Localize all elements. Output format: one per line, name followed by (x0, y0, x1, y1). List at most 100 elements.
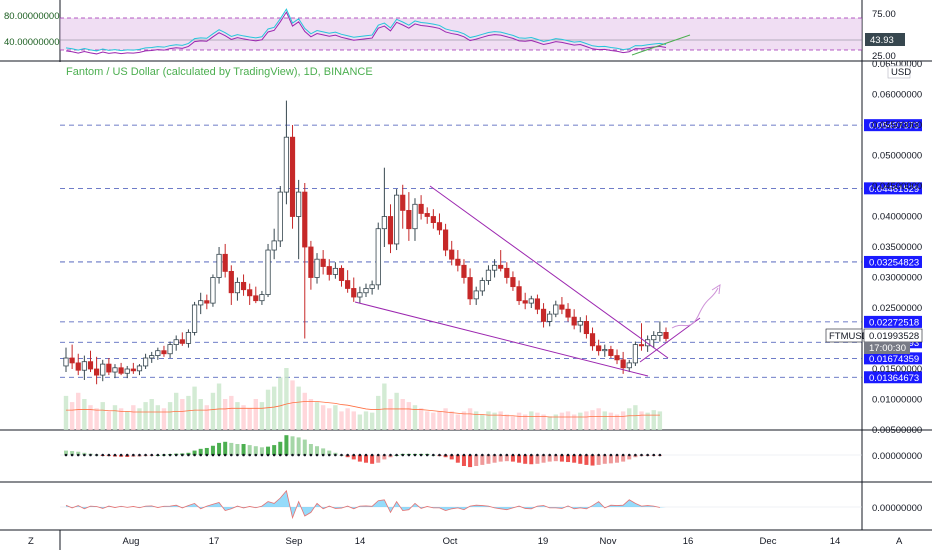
rsi-current-value: 43.93 (870, 35, 894, 46)
macd-dot (413, 453, 417, 457)
volume-bar (143, 402, 148, 430)
macd-dot (230, 453, 233, 457)
volume-bar (620, 411, 626, 430)
volume-bar (602, 411, 607, 430)
volume-bar (357, 414, 363, 430)
candle-body (596, 345, 602, 352)
macd-dot (560, 453, 564, 457)
candle-body (191, 304, 198, 333)
candle-body (504, 267, 510, 278)
candle-body (424, 213, 430, 217)
volume-bar (578, 412, 583, 430)
macd-dot (370, 453, 374, 457)
candle-body (302, 191, 308, 248)
volume-bar (137, 408, 142, 430)
level-badge (864, 352, 922, 365)
candle-body (216, 253, 222, 278)
volume-bar (69, 402, 75, 430)
volume-bar (504, 414, 510, 430)
volume-bar (437, 411, 442, 430)
macd-bar (370, 455, 375, 464)
macd-dot (364, 453, 368, 457)
candle-body (332, 267, 338, 275)
time-tick-label: Oct (443, 536, 458, 547)
macd-bar (217, 442, 222, 455)
macd-dot (278, 453, 282, 457)
candle-body (491, 264, 498, 271)
candle-body (198, 300, 204, 306)
macd-bar (272, 445, 277, 455)
chart-title: Fantom / US Dollar (calculated by Tradin… (66, 66, 373, 78)
macd-dot (70, 453, 74, 457)
volume-bar (369, 412, 375, 430)
candle-body (100, 363, 106, 376)
macd-dot (652, 453, 656, 457)
volume-bar (198, 399, 203, 430)
macd-dot (542, 453, 545, 457)
volume-bar (94, 408, 99, 430)
candle-body (167, 344, 173, 355)
currency-label: USD (891, 67, 911, 78)
macd-bar (351, 455, 356, 460)
macd-dot (627, 453, 631, 457)
volume-bar (480, 414, 485, 430)
macd-dot (119, 453, 123, 457)
volume-bar (388, 399, 393, 430)
macd-histogram (64, 435, 662, 468)
macd-bar (253, 446, 258, 455)
macd-bar (284, 435, 289, 455)
macd-dot (376, 453, 380, 457)
candle-body (510, 277, 516, 288)
candle-body (320, 258, 326, 267)
macd-dot (352, 453, 356, 457)
volume-bar (553, 414, 558, 430)
volume-bar (584, 411, 589, 430)
volume-bar (241, 405, 246, 430)
macd-bar (615, 455, 620, 463)
volume-bar (535, 412, 540, 430)
macd-dot (358, 453, 362, 457)
volume-bar (492, 412, 497, 430)
level-label: 0.01364673 (869, 373, 919, 384)
time-tick-label: 14 (355, 536, 366, 547)
macd-bar (247, 445, 252, 455)
macd-dot (156, 453, 160, 457)
macd-bar (382, 455, 387, 460)
macd-bar (204, 447, 209, 455)
btn-a[interactable]: A (892, 532, 908, 548)
candle-body (375, 228, 381, 286)
macd-dot (309, 453, 313, 457)
volume-bar (627, 408, 632, 430)
btn-z[interactable]: Z (24, 532, 40, 548)
volume-bar (467, 408, 473, 430)
macd-dot (101, 453, 105, 457)
time-tick-label: Aug (123, 536, 140, 547)
macd-bar (492, 455, 497, 463)
macd-bar (596, 455, 601, 465)
macd-dot (242, 453, 245, 457)
macd-bar (455, 455, 460, 463)
volume-bar (327, 408, 332, 430)
volume-bar (657, 411, 663, 430)
candle-body (222, 253, 228, 272)
macd-bar (315, 446, 320, 455)
candle-body (657, 331, 663, 336)
projection-arrowhead (711, 284, 721, 295)
candle-body (528, 298, 534, 304)
volume-bar (235, 402, 240, 430)
candle-body (571, 316, 577, 326)
macd-bar (468, 455, 473, 468)
macd-dot (174, 453, 178, 457)
candle-body (247, 289, 253, 297)
candle-body (240, 281, 247, 291)
candle-body (106, 363, 112, 373)
volume-bar (161, 408, 167, 430)
macd-dot (468, 453, 472, 457)
volume-bars (63, 368, 663, 430)
price-axis-top-label: 0.06500000 (872, 59, 922, 70)
macd-dot (425, 453, 429, 457)
candle-body (406, 209, 412, 230)
macd-dot (107, 453, 111, 457)
candle-body (210, 277, 216, 304)
candle-body (75, 362, 81, 371)
